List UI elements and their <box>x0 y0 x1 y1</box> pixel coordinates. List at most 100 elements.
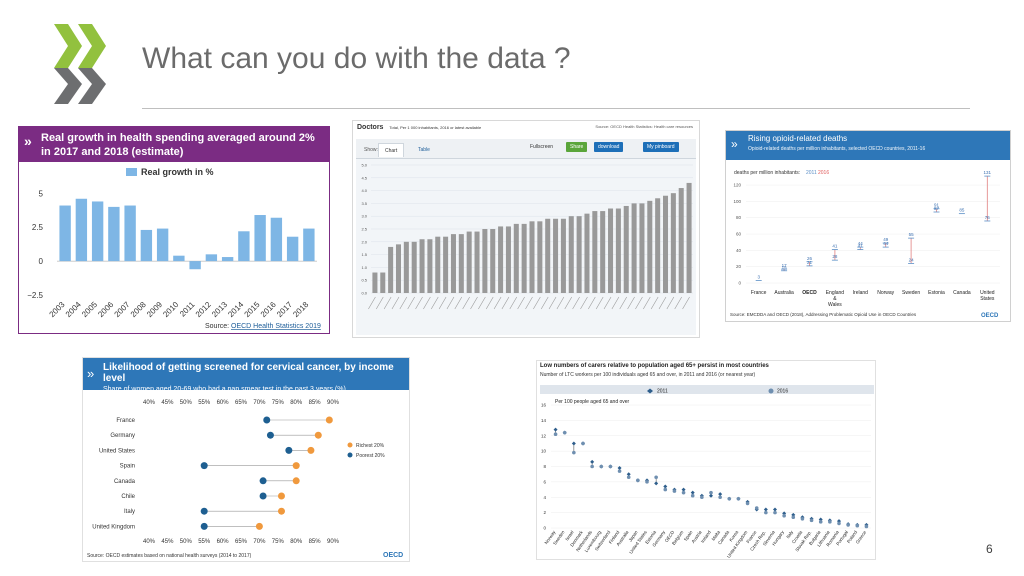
bar <box>238 231 250 262</box>
x-tick-label-placeholder <box>376 296 384 310</box>
y-tick-label: 8 <box>543 464 546 469</box>
x-tick-label-placeholder <box>517 296 525 310</box>
bar <box>592 211 598 293</box>
legend-2016-marker <box>768 388 774 394</box>
bar <box>205 254 218 262</box>
country-label: Malta <box>711 529 722 541</box>
x-tick-label: 2012 <box>194 300 213 319</box>
bar <box>156 228 169 262</box>
value-2011-marker <box>763 507 768 512</box>
y-tick-label: 0.5 <box>361 278 367 283</box>
x-tick-label-placeholder <box>368 296 376 310</box>
x-tick-label-bottom: 60% <box>217 539 230 545</box>
x-tick-label-top: 45% <box>161 400 174 406</box>
bar <box>521 223 527 293</box>
bar <box>490 229 496 293</box>
slide-title: What can you do with the data ? <box>142 42 571 75</box>
y-tick-label: 120 <box>733 183 741 188</box>
y-tick-label: 6 <box>543 479 546 484</box>
x-tick-label: 2010 <box>161 300 180 319</box>
panel1-source-link: OECD Health Statistics 2019 <box>231 323 321 330</box>
data-label: 131 <box>984 170 992 175</box>
x-tick-label-bottom: 50% <box>180 539 193 545</box>
bar <box>568 216 574 293</box>
oecd-logo: OECD <box>981 313 999 319</box>
y-tick-label: −2.5 <box>27 291 43 300</box>
x-tick-label: 2014 <box>226 300 245 319</box>
bar <box>655 198 661 293</box>
x-tick-label-top: 60% <box>217 400 230 406</box>
poor-dot <box>285 446 293 454</box>
y-tick-label: 60 <box>736 232 742 237</box>
share-button[interactable]: Share <box>566 142 588 152</box>
bar <box>505 226 511 293</box>
bar <box>380 272 386 293</box>
x-tick-label-bottom: 85% <box>309 539 322 545</box>
category-label: Chile <box>121 494 135 500</box>
x-tick-label-placeholder <box>658 296 667 310</box>
x-tick-label-placeholder <box>682 296 690 310</box>
value-2016-marker <box>590 464 594 469</box>
bar <box>513 223 519 293</box>
y-tick-label: 0.0 <box>361 291 367 296</box>
legend-2011: 2011 <box>806 170 817 176</box>
download-button[interactable]: download <box>594 142 624 152</box>
value-2011-marker <box>663 484 668 489</box>
bar <box>443 236 449 293</box>
chevron-icon: » <box>24 133 32 149</box>
y-tick-label: 3.0 <box>361 214 367 219</box>
x-category-label: Estonia <box>928 290 945 296</box>
y-tick-label: 2 <box>543 510 546 515</box>
fullscreen-button[interactable]: Fullscreen <box>530 144 554 150</box>
x-tick-label-top: 75% <box>272 400 285 406</box>
value-2016-marker <box>745 501 750 506</box>
x-tick-label-placeholder <box>588 296 596 310</box>
data-label: 49 <box>883 237 889 242</box>
data-label: 44 <box>883 241 889 246</box>
rich-dot <box>325 416 333 424</box>
panel4-title: Likelihood of getting screened for cervi… <box>103 362 394 384</box>
y-tick-label: 100 <box>733 199 741 204</box>
x-tick-label-placeholder <box>556 296 565 310</box>
category-label: Germany <box>110 433 135 439</box>
pinboard-button[interactable]: My pinboard <box>643 142 679 152</box>
x-category-label: United <box>980 290 995 296</box>
value-2016-marker <box>553 432 558 437</box>
y-tick-label: 1.5 <box>361 252 367 257</box>
x-tick-label-placeholder <box>430 296 439 310</box>
bar <box>303 228 315 262</box>
x-tick-label-placeholder <box>407 296 415 310</box>
x-tick-label: 2013 <box>210 300 229 319</box>
category-label: United Kingdom <box>92 524 135 530</box>
legend-poor-label: Poorest 20% <box>356 453 385 459</box>
country-label: Israel <box>564 530 574 542</box>
x-tick-label-placeholder <box>627 296 635 310</box>
value-2011-marker <box>590 459 595 464</box>
value-2011-marker <box>654 481 659 486</box>
bar <box>458 234 464 293</box>
value-2016-marker <box>764 510 768 515</box>
tab-chart[interactable]: Chart <box>378 143 405 157</box>
value-2016-marker <box>800 516 805 521</box>
tab-table[interactable]: Table <box>418 147 430 153</box>
value-2011-marker <box>818 517 823 522</box>
bar <box>670 193 676 293</box>
x-tick-label-top: 55% <box>198 400 211 406</box>
data-label: 44 <box>858 241 864 246</box>
y-tick-label: 5 <box>39 189 44 198</box>
x-category-label: France <box>751 290 767 296</box>
y-tick-label: 16 <box>541 403 547 408</box>
panel3-source: Source: EMCDDA and OECD (2018), Addressi… <box>730 312 917 317</box>
panel5-subtitle: Number of LTC workers per 100 individual… <box>540 372 756 378</box>
rich-dot <box>277 507 285 515</box>
value-2016-marker <box>828 520 832 524</box>
bar <box>254 215 266 262</box>
x-tick-label-top: 80% <box>290 400 303 406</box>
bar <box>173 255 185 262</box>
bar <box>662 195 669 293</box>
value-2016-marker <box>718 495 722 500</box>
page-number: 6 <box>986 542 993 556</box>
bar <box>623 205 629 293</box>
x-tick-label-placeholder <box>650 296 659 310</box>
